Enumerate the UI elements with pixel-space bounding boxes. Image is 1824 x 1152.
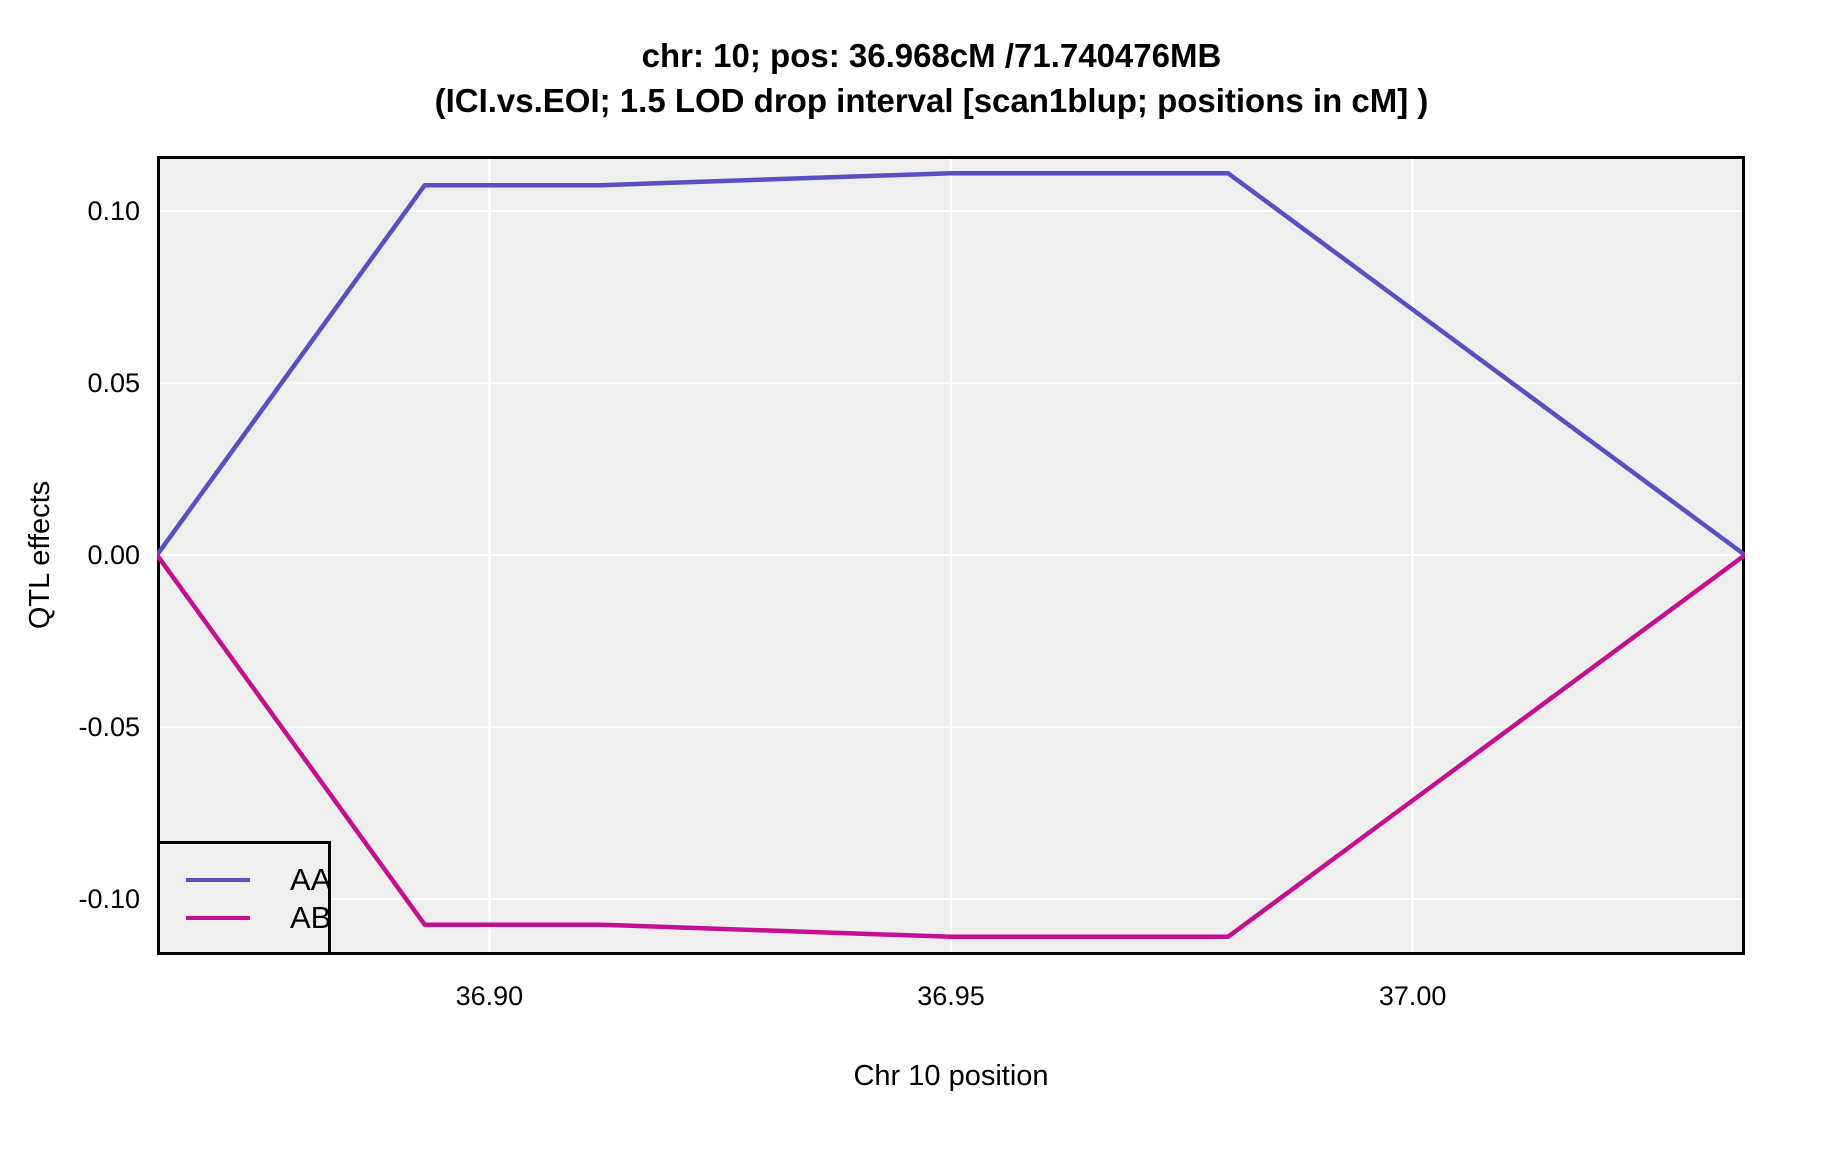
y-tick-label: 0.05 [87,368,140,398]
legend-label: AA [290,862,332,897]
chart-subtitle: (ICI.vs.EOI; 1.5 LOD drop interval [scan… [434,82,1429,119]
gridline-x-37.00 [1411,159,1414,952]
legend-item-AB: AB [160,899,332,937]
gridline-x-36.90 [488,159,491,952]
legend: AA AB [157,841,331,955]
y-tick-label: 0.10 [87,196,140,227]
line-AA [157,170,1745,557]
gridline-x-36.95 [949,159,953,952]
y-tick-label: -0.05 [78,711,140,742]
legend-label: AB [290,900,332,935]
y-tick-label: 0.00 [87,539,140,570]
y-axis-title: QTL effects [24,480,56,630]
x-tick-label: 36.90 [455,981,524,1011]
x-axis-title: Chr 10 position [853,1060,1049,1092]
chart-title: chr: 10; pos: 36.968cM /71.740476MB [641,37,1222,74]
line-AB [157,553,1745,940]
x-tick-label: 37.00 [1378,981,1447,1011]
x-tick-label: 36.95 [917,981,985,1011]
legend-line-icon [186,877,250,883]
y-tick-label: -0.10 [78,883,140,914]
series-lines [157,170,1745,940]
legend-item-AA: AA [160,861,332,899]
panel-wrap: AA AB [157,156,1745,955]
legend-line-icon [186,915,250,921]
